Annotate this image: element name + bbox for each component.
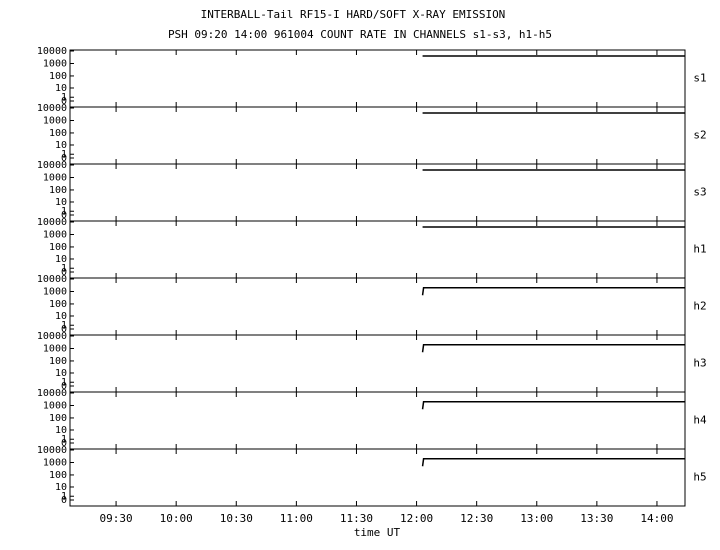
panel-frame <box>69 334 686 393</box>
y-tick-label: 1000 <box>43 229 67 240</box>
y-tick-label: 1000 <box>43 400 67 411</box>
x-tick-label: 10:30 <box>220 512 253 525</box>
y-tick-label: 0 <box>61 96 67 107</box>
y-tick-label: 0 <box>61 381 67 392</box>
y-tick-label: 10000 <box>37 274 67 285</box>
panel-frame <box>69 391 686 450</box>
series-line <box>421 400 685 410</box>
series-name: h1 <box>693 243 706 256</box>
y-tick-label: 1 <box>61 377 67 388</box>
y-tick-label: 1 <box>61 149 67 160</box>
y-tick-label: 1 <box>61 491 67 502</box>
y-tick-label: 10000 <box>37 388 67 399</box>
y-tick-label: 1 <box>61 263 67 274</box>
panel-frame <box>69 220 686 279</box>
y-tick-label: 100 <box>49 71 67 82</box>
x-tick-label: 14:00 <box>640 512 673 525</box>
x-tick-label: 11:00 <box>280 512 313 525</box>
panel-frame <box>69 49 686 108</box>
y-tick-label: 0 <box>61 438 67 449</box>
y-tick-label: 10000 <box>37 160 67 171</box>
series-line <box>421 286 685 296</box>
y-tick-label: 1 <box>61 434 67 445</box>
y-tick-label: 100 <box>49 242 67 253</box>
y-tick-label: 1 <box>61 92 67 103</box>
y-tick-label: 10 <box>55 254 67 265</box>
x-tick-label: 09:30 <box>100 512 133 525</box>
series-name: h5 <box>693 471 706 484</box>
y-tick-label: 1000 <box>43 58 67 69</box>
panel-frame <box>69 106 686 165</box>
y-tick-label: 1 <box>61 206 67 217</box>
x-tick-label: 12:00 <box>400 512 433 525</box>
y-tick-label: 100 <box>49 299 67 310</box>
x-tick-label: 11:30 <box>340 512 373 525</box>
y-tick-label: 100 <box>49 185 67 196</box>
y-tick-label: 10 <box>55 83 67 94</box>
y-tick-label: 10 <box>55 425 67 436</box>
series-name: h3 <box>693 357 706 370</box>
y-tick-label: 0 <box>61 267 67 278</box>
y-tick-label: 10 <box>55 311 67 322</box>
series-line <box>421 457 685 467</box>
y-tick-label: 10 <box>55 368 67 379</box>
y-tick-label: 1000 <box>43 172 67 183</box>
series-line <box>421 343 685 353</box>
series-name: h2 <box>693 300 706 313</box>
x-axis-label: time UT <box>354 526 401 539</box>
y-tick-label: 100 <box>49 470 67 481</box>
x-tick-label: 13:00 <box>520 512 553 525</box>
chart-subtitle: PSH 09:20 14:00 961004 COUNT RATE IN CHA… <box>168 28 552 41</box>
x-tick-label: 12:30 <box>460 512 493 525</box>
y-tick-label: 10000 <box>37 331 67 342</box>
y-tick-label: 1000 <box>43 286 67 297</box>
y-tick-label: 10000 <box>37 103 67 114</box>
panel-frame <box>69 448 686 507</box>
y-tick-label: 10000 <box>37 445 67 456</box>
y-tick-label: 0 <box>61 210 67 221</box>
y-tick-label: 1 <box>61 320 67 331</box>
y-tick-label: 10 <box>55 140 67 151</box>
y-tick-label: 100 <box>49 128 67 139</box>
y-tick-label: 1000 <box>43 115 67 126</box>
y-tick-label: 100 <box>49 356 67 367</box>
y-tick-label: 0 <box>61 495 67 506</box>
y-tick-label: 10000 <box>37 46 67 57</box>
y-tick-label: 1000 <box>43 343 67 354</box>
y-tick-label: 10 <box>55 197 67 208</box>
chart-title: INTERBALL-Tail RF15-I HARD/SOFT X-RAY EM… <box>201 8 506 21</box>
y-tick-label: 10 <box>55 482 67 493</box>
y-tick-label: 100 <box>49 413 67 424</box>
series-name: s1 <box>693 72 706 85</box>
y-tick-label: 0 <box>61 324 67 335</box>
series-name: s2 <box>693 129 706 142</box>
panel-frame <box>69 163 686 222</box>
y-tick-label: 0 <box>61 153 67 164</box>
panel-frame <box>69 277 686 336</box>
y-tick-label: 1000 <box>43 457 67 468</box>
x-tick-label: 13:30 <box>580 512 613 525</box>
series-name: s3 <box>693 186 706 199</box>
series-name: h4 <box>693 414 707 427</box>
x-tick-label: 10:00 <box>160 512 193 525</box>
y-tick-label: 10000 <box>37 217 67 228</box>
